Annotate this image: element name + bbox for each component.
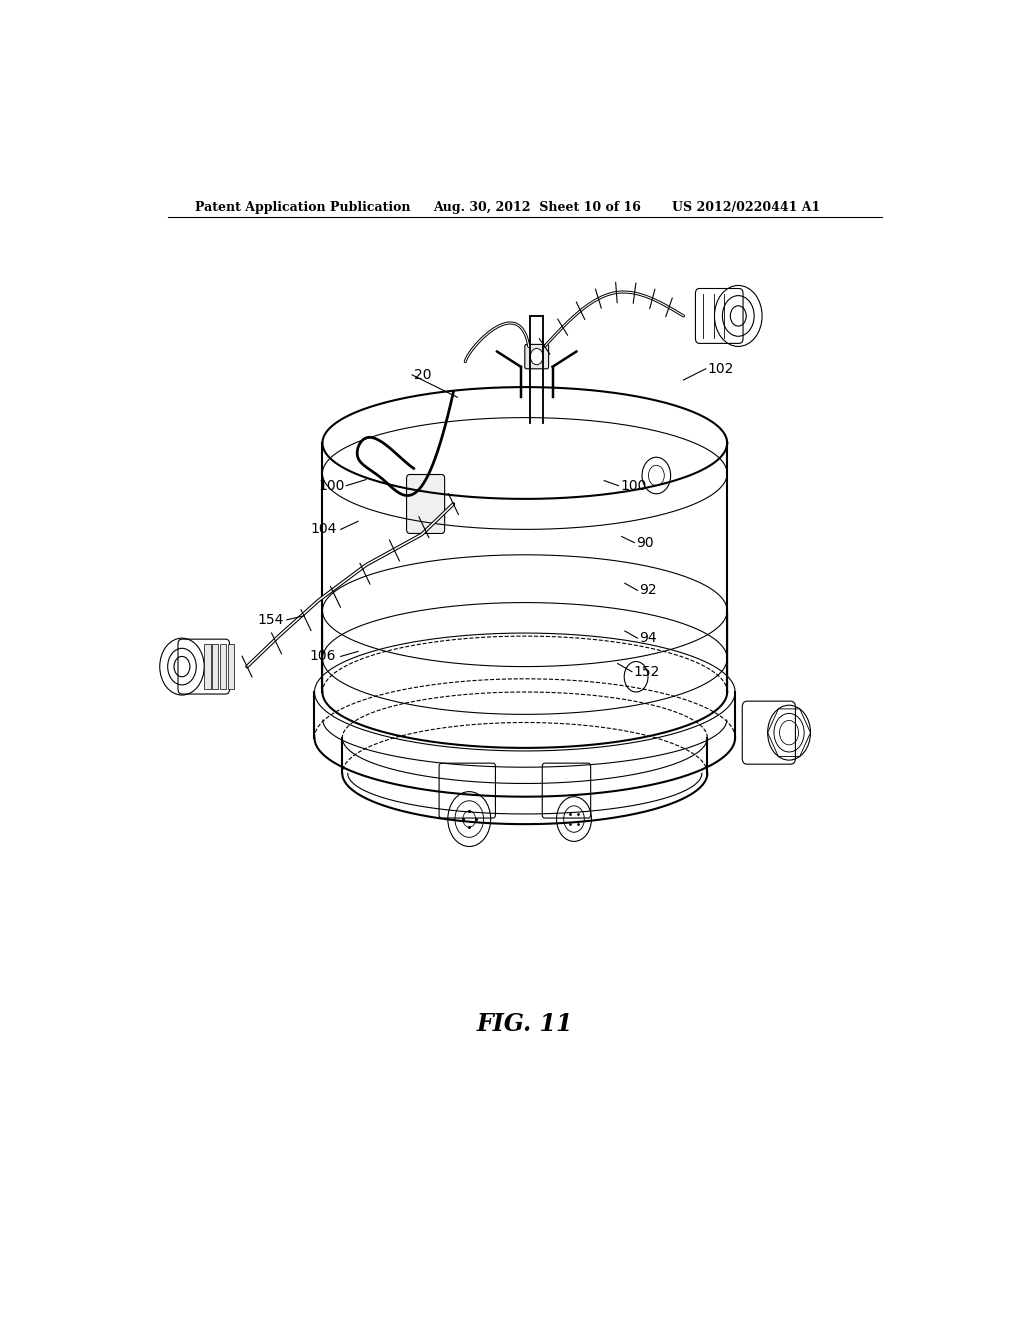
Text: Patent Application Publication: Patent Application Publication xyxy=(196,201,411,214)
FancyBboxPatch shape xyxy=(695,289,743,343)
Circle shape xyxy=(642,457,671,494)
Text: US 2012/0220441 A1: US 2012/0220441 A1 xyxy=(672,201,820,214)
FancyBboxPatch shape xyxy=(407,474,444,533)
Text: 100: 100 xyxy=(318,479,345,492)
FancyBboxPatch shape xyxy=(742,701,796,764)
Text: 100: 100 xyxy=(620,479,646,492)
Text: 152: 152 xyxy=(634,665,659,678)
Text: 20: 20 xyxy=(414,368,431,381)
Circle shape xyxy=(530,348,543,364)
Text: 106: 106 xyxy=(309,649,336,664)
Text: 90: 90 xyxy=(636,536,653,549)
Text: FIG. 11: FIG. 11 xyxy=(476,1012,573,1036)
FancyBboxPatch shape xyxy=(178,639,229,694)
Bar xyxy=(220,644,226,689)
Bar xyxy=(204,644,211,689)
Text: 102: 102 xyxy=(708,362,734,376)
Circle shape xyxy=(625,661,648,692)
Bar xyxy=(228,644,234,689)
FancyBboxPatch shape xyxy=(439,763,496,818)
FancyBboxPatch shape xyxy=(543,763,591,818)
Bar xyxy=(212,644,218,689)
Text: 94: 94 xyxy=(639,631,656,645)
FancyBboxPatch shape xyxy=(524,345,549,368)
Text: 104: 104 xyxy=(310,523,337,536)
Text: Aug. 30, 2012  Sheet 10 of 16: Aug. 30, 2012 Sheet 10 of 16 xyxy=(433,201,641,214)
Text: 92: 92 xyxy=(639,583,656,598)
Text: 154: 154 xyxy=(257,612,284,627)
